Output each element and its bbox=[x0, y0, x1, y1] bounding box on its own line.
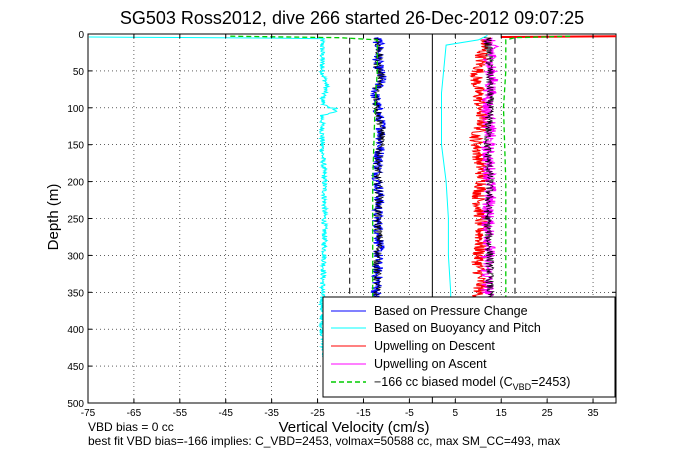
model-line-ascent bbox=[502, 35, 571, 300]
x-tick-label: -15 bbox=[356, 408, 371, 419]
legend-label-descent: Upwelling on Descent bbox=[374, 339, 495, 353]
series-line-3 bbox=[88, 36, 338, 359]
y-tick-label: 350 bbox=[67, 288, 84, 299]
legend: Based on Pressure Change Based on Buoyan… bbox=[322, 296, 616, 398]
x-tick-label: -35 bbox=[264, 408, 279, 419]
y-tick-label: 150 bbox=[67, 141, 84, 152]
legend-entry-model: −166 cc biased model (CVBD=2453) bbox=[331, 375, 570, 392]
x-tick-label: -45 bbox=[219, 408, 234, 419]
y-tick-label: 0 bbox=[78, 30, 84, 41]
buoyancy-ascent-line bbox=[441, 35, 488, 300]
pressure-ascent-overlay bbox=[483, 37, 495, 300]
model-line-descent bbox=[230, 35, 378, 300]
y-tick-label: 250 bbox=[67, 215, 84, 226]
legend-entry-descent: Upwelling on Descent bbox=[331, 339, 495, 353]
y-tick-label: 200 bbox=[67, 178, 84, 189]
y-tick-label: 50 bbox=[73, 67, 85, 78]
legend-label-model: −166 cc biased model (CVBD=2453) bbox=[374, 375, 570, 392]
x-tick-label: -25 bbox=[310, 408, 325, 419]
series-line-1 bbox=[469, 37, 493, 300]
legend-label-buoyancy: Based on Buoyancy and Pitch bbox=[374, 321, 541, 335]
x-tick-label: -65 bbox=[127, 408, 142, 419]
legend-entry-ascent: Upwelling on Ascent bbox=[331, 357, 487, 371]
footer-vbd-bias: VBD bias = 0 cc bbox=[88, 420, 174, 434]
legend-entry-buoyancy: Based on Buoyancy and Pitch bbox=[331, 321, 541, 335]
legend-label-ascent: Upwelling on Ascent bbox=[374, 357, 487, 371]
ticks: -75 -65 -55 -45 -35 -25 -15 -5 5 15 25 350501001502… bbox=[67, 30, 616, 419]
y-tick-label: 500 bbox=[67, 399, 84, 410]
x-tick-label: 35 bbox=[587, 408, 599, 419]
legend-box bbox=[322, 296, 616, 398]
x-axis-label: Vertical Velocity (cm/s) bbox=[279, 419, 430, 436]
x-tick-label: -75 bbox=[81, 408, 96, 419]
x-tick-label: 15 bbox=[496, 408, 508, 419]
y-tick-label: 450 bbox=[67, 362, 84, 373]
y-axis-label: Depth (m) bbox=[45, 184, 62, 251]
x-tick-label: -55 bbox=[173, 408, 188, 419]
footer-best-fit: best fit VBD bias=-166 implies: C_VBD=24… bbox=[88, 434, 560, 448]
x-tick-label: 5 bbox=[453, 408, 459, 419]
y-tick-label: 300 bbox=[67, 251, 84, 262]
pressure-descent-overlay bbox=[371, 37, 387, 300]
grid bbox=[87, 33, 616, 404]
y-tick-label: 400 bbox=[67, 325, 84, 336]
x-tick-label: -5 bbox=[405, 408, 414, 419]
legend-entry-pressure: Based on Pressure Change bbox=[331, 304, 528, 318]
x-tick-label: 25 bbox=[542, 408, 554, 419]
legend-label-pressure: Based on Pressure Change bbox=[374, 304, 528, 318]
chart-title: SG503 Ross2012, dive 266 started 26-Dec-… bbox=[120, 8, 584, 28]
y-tick-label: 100 bbox=[67, 104, 84, 115]
